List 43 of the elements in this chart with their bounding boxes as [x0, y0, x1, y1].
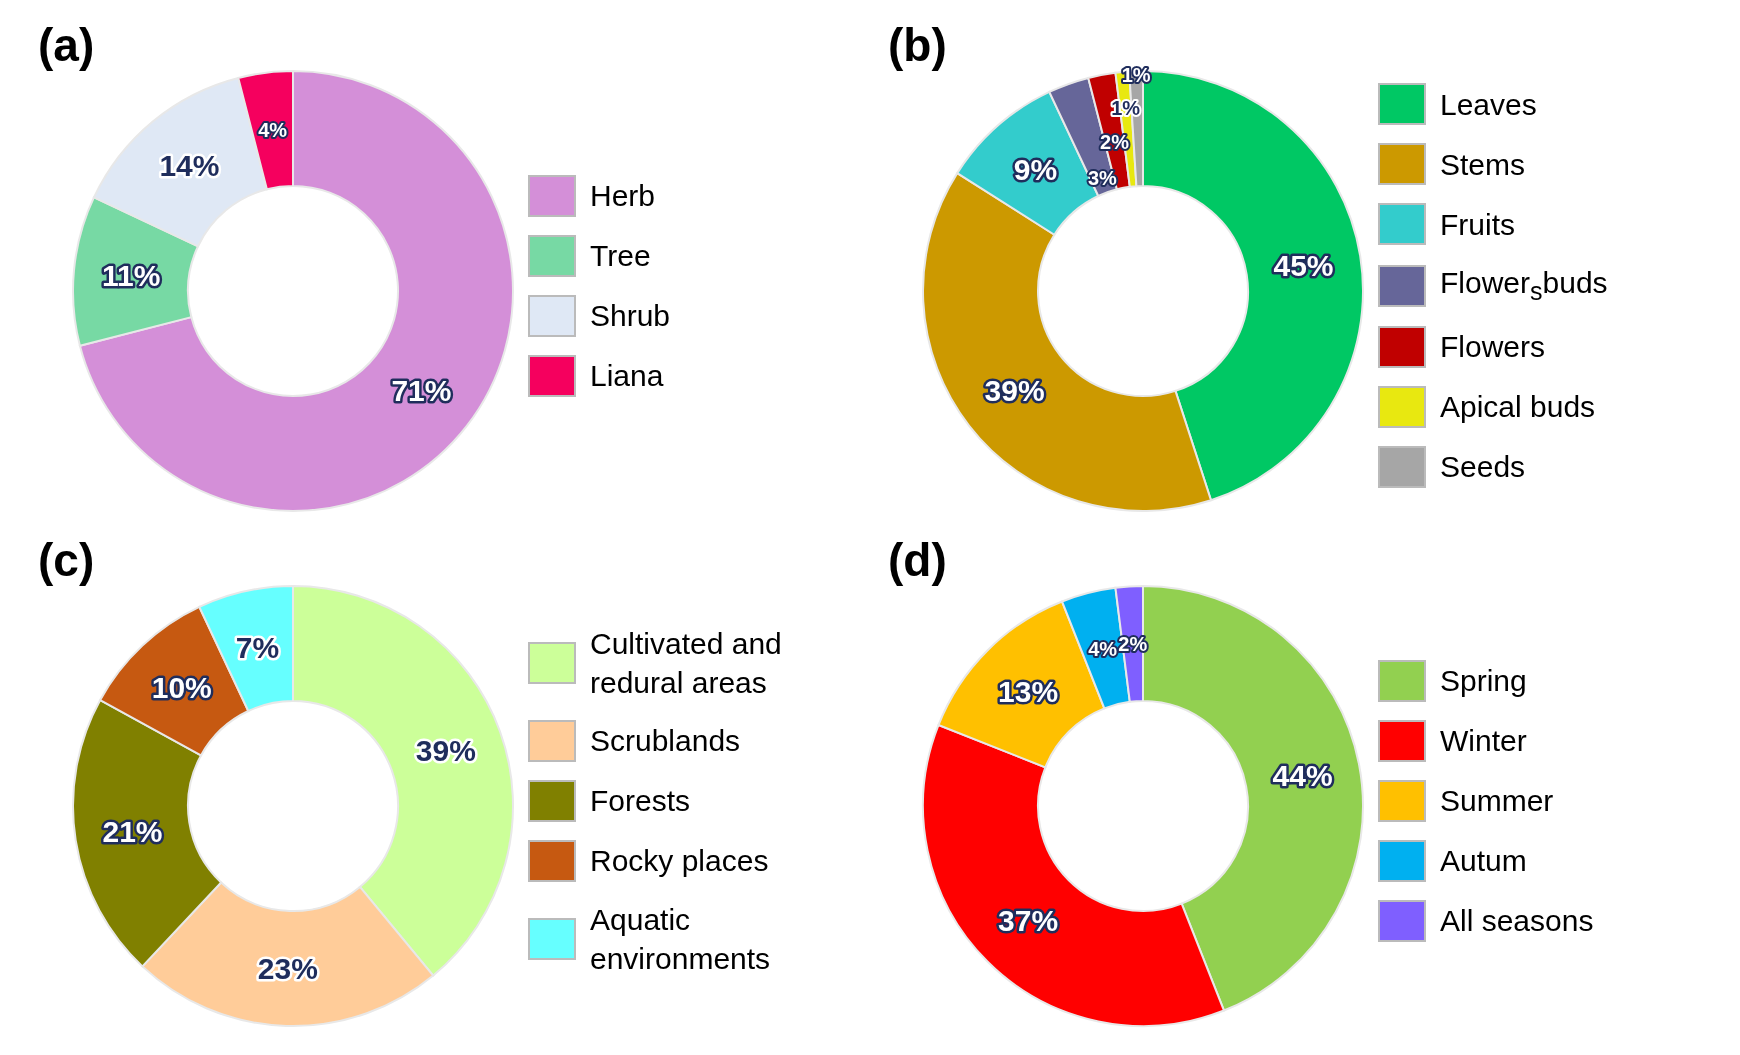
data-label: 4% [258, 118, 288, 141]
data-label: 7% [235, 630, 280, 664]
legend-label: Herb [590, 178, 656, 214]
legend-label: Liana [590, 358, 664, 394]
legend-label: Shrub [590, 298, 671, 334]
legend-label: Stems [1440, 146, 1526, 183]
data-label: 23% [257, 951, 318, 985]
data-label: 71% [391, 373, 452, 407]
data-label: 10% [151, 670, 212, 704]
legend-label: Summer [1440, 783, 1554, 819]
legend-label: Forests [590, 783, 691, 819]
data-label: 1% [1111, 96, 1141, 119]
legend-label: Winter [1440, 723, 1527, 759]
data-label: 1% [1121, 63, 1151, 86]
legend-label: Flowers [1440, 329, 1546, 366]
data-label: 21% [102, 814, 163, 848]
data-label: 14% [159, 148, 220, 182]
data-label: 11% [102, 258, 161, 292]
data-label: 4% [1088, 637, 1118, 660]
legend-label: Flower$_{s}$buds [1440, 265, 1608, 308]
legend-label: Cultivated and redural areas [590, 625, 783, 701]
legend-label: Apical buds [1440, 389, 1596, 426]
data-label: 44% [1272, 758, 1333, 792]
data-label: 13% [998, 674, 1059, 708]
chart-title: (a) [38, 18, 95, 72]
legend-label: Tree [590, 238, 651, 274]
data-label: 39% [984, 373, 1045, 407]
data-label: 39% [415, 733, 476, 767]
data-label: 9% [1013, 152, 1058, 186]
legend-label: Rocky places [590, 843, 769, 879]
chart-title: (c) [38, 533, 95, 587]
legend-label: Scrublands [590, 723, 741, 759]
legend-label: Spring [1440, 663, 1527, 699]
legend-label: Autum [1440, 843, 1527, 879]
legend-label: Seeds [1440, 449, 1526, 486]
data-label: 45% [1273, 248, 1334, 282]
legend-label: All seasons [1440, 903, 1594, 939]
chart-title: (d) [888, 533, 947, 587]
legend-label: Fruits [1440, 206, 1515, 243]
legend-label: Aquatic environments [590, 901, 772, 977]
data-label: 37% [998, 903, 1059, 937]
chart-title: (b) [888, 18, 947, 72]
legend-label: Leaves [1440, 86, 1537, 123]
